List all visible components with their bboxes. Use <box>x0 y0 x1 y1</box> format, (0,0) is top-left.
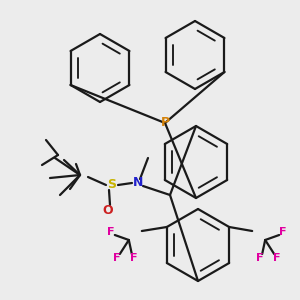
Text: N: N <box>133 176 143 190</box>
Text: F: F <box>113 253 121 263</box>
Text: F: F <box>107 227 115 237</box>
Text: P: P <box>160 116 169 130</box>
Text: F: F <box>130 253 138 263</box>
Text: O: O <box>103 203 113 217</box>
Text: S: S <box>107 178 116 191</box>
Text: F: F <box>279 227 287 237</box>
Text: F: F <box>256 253 264 263</box>
Text: F: F <box>273 253 281 263</box>
